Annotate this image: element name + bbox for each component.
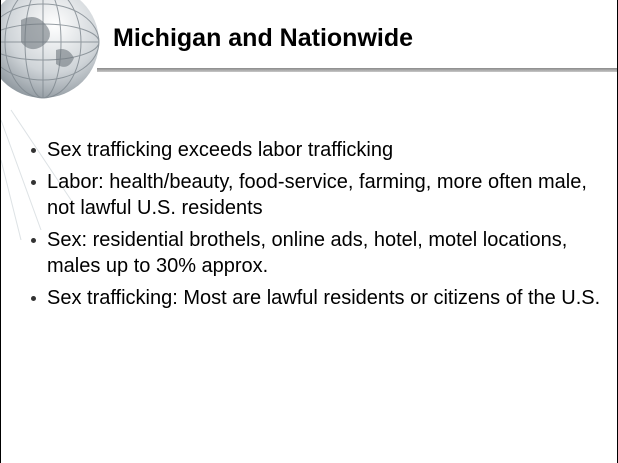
bullet-dot: [31, 238, 36, 243]
bullet-item: Sex trafficking exceeds labor traffickin…: [27, 137, 607, 163]
globe-decoration: [1, 0, 100, 240]
title-rule: [97, 68, 617, 72]
bullet-dot: [31, 296, 36, 301]
bullet-item: Labor: health/beauty, food-service, farm…: [27, 169, 607, 221]
bullet-item: Sex trafficking: Most are lawful residen…: [27, 285, 607, 311]
bullet-text: Sex: residential brothels, online ads, h…: [47, 229, 568, 277]
bullet-text: Sex trafficking exceeds labor traffickin…: [47, 139, 394, 161]
bullet-dot: [31, 148, 36, 153]
bullet-text: Sex trafficking: Most are lawful residen…: [47, 287, 601, 309]
bullet-dot: [31, 180, 36, 185]
slide-title: Michigan and Nationwide: [113, 24, 414, 52]
bullet-list: Sex trafficking exceeds labor traffickin…: [27, 137, 607, 317]
bullet-text: Labor: health/beauty, food-service, farm…: [47, 171, 587, 219]
bullet-item: Sex: residential brothels, online ads, h…: [27, 227, 607, 279]
